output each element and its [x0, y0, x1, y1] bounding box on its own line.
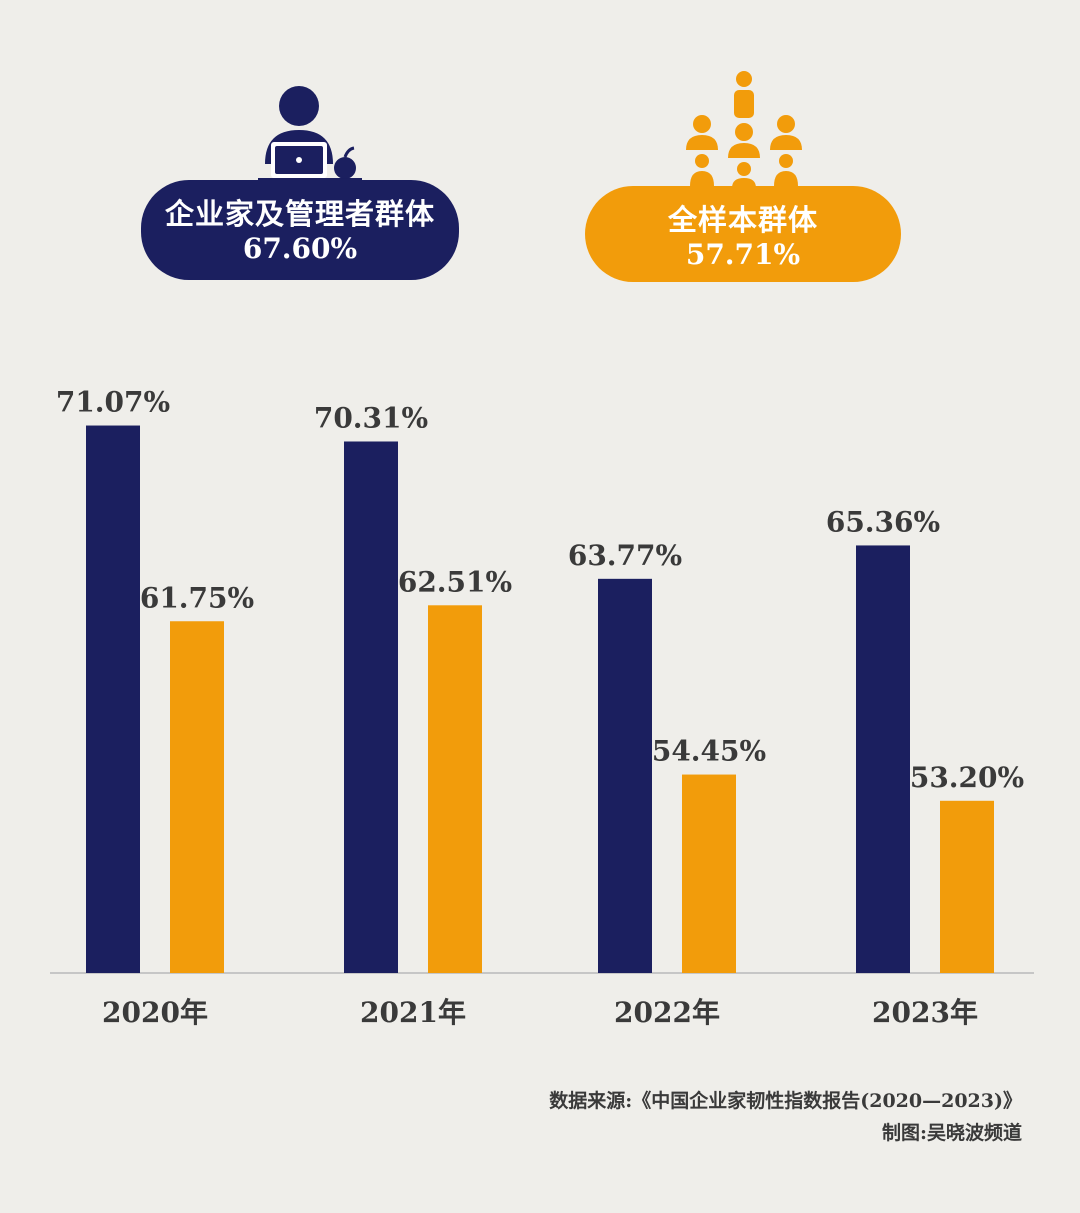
data-label-all-2: 54.45%: [652, 735, 766, 768]
bar-all-1: [428, 605, 482, 973]
person-at-laptop-icon: [258, 86, 362, 183]
bar-managers-0: [86, 425, 140, 973]
bar-chart: 71.07% 61.75% 2020年 70.31% 62.51% 2021年 63.77%…: [50, 386, 1034, 1029]
legend-managers-value: 67.60%: [242, 232, 358, 265]
group-of-people-icon: [686, 71, 802, 188]
legend-managers-name: 企业家及管理者群体: [164, 197, 435, 231]
data-label-managers-2: 63.77%: [568, 539, 682, 572]
data-label-managers-3: 65.36%: [826, 505, 940, 538]
legend-managers: 企业家及管理者群体 67.60%: [141, 180, 459, 280]
source-note: 数据来源:《中国企业家韧性指数报告(2020—2023)》: [549, 1090, 1022, 1112]
legend-all-value: 57.71%: [685, 238, 801, 271]
data-label-managers-0: 71.07%: [56, 386, 170, 419]
data-label-managers-1: 70.31%: [314, 401, 428, 434]
data-label-all-1: 62.51%: [398, 565, 512, 598]
x-tick-label-0: 2020年: [102, 996, 208, 1029]
x-tick-label-2: 2022年: [614, 996, 720, 1029]
bar-managers-2: [598, 578, 652, 973]
x-tick-label-1: 2021年: [360, 996, 466, 1029]
bar-all-3: [940, 800, 994, 973]
x-tick-label-3: 2023年: [872, 996, 978, 1029]
data-label-all-3: 53.20%: [910, 761, 1024, 794]
bar-managers-1: [344, 441, 398, 973]
legend-all: 全样本群体 57.71%: [585, 186, 901, 282]
bar-managers-3: [856, 545, 910, 973]
data-label-all-0: 61.75%: [140, 581, 254, 614]
credit-note: 制图:吴晓波频道: [881, 1122, 1022, 1144]
bar-all-2: [682, 774, 736, 973]
bar-all-0: [170, 621, 224, 973]
legend-all-name: 全样本群体: [667, 203, 818, 237]
